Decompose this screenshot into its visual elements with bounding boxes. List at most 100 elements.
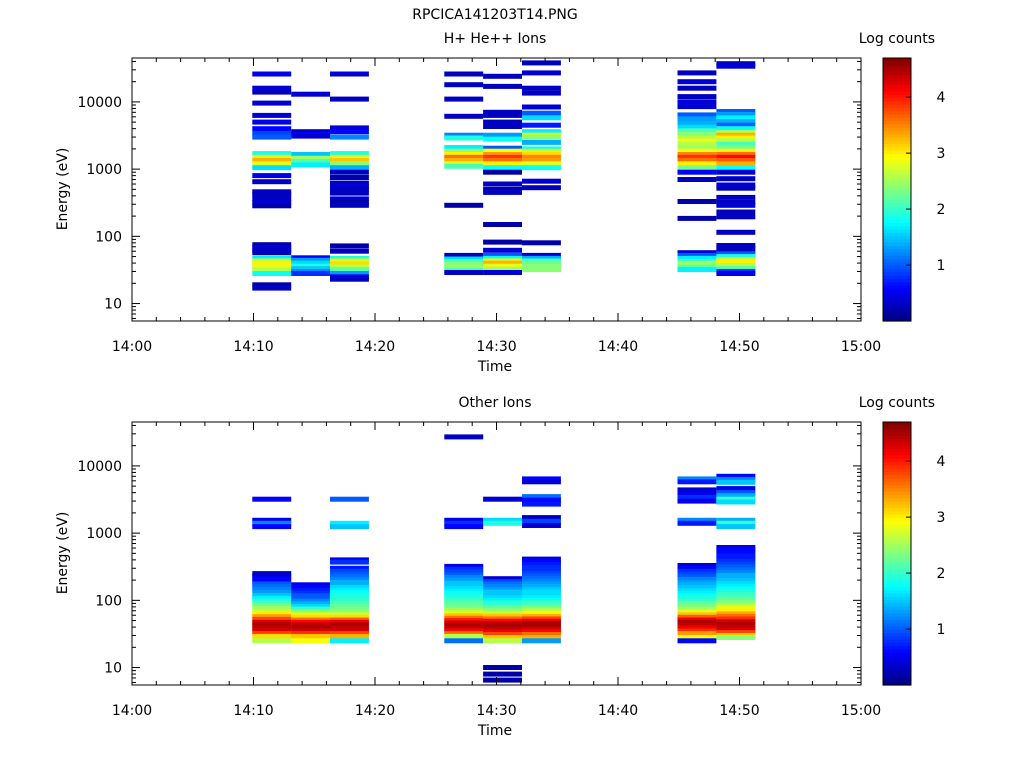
data-cell — [483, 613, 522, 619]
colorbar-swatch — [883, 599, 911, 604]
colorbar-swatch — [883, 494, 911, 499]
data-cell — [522, 556, 561, 562]
data-cell — [677, 199, 717, 204]
colorbar-swatch — [883, 107, 911, 112]
data-cell — [716, 493, 756, 499]
colorbar-swatch — [883, 625, 911, 630]
data-cell — [716, 564, 756, 570]
data-cell — [716, 567, 756, 573]
colorbar-swatch — [883, 242, 911, 246]
data-cell — [252, 631, 292, 637]
colorbar-swatch — [883, 94, 911, 99]
data-cell — [677, 264, 717, 270]
data-cell — [252, 157, 292, 163]
data-cell — [444, 563, 484, 569]
colorbar-swatch — [883, 117, 911, 122]
data-cell — [291, 260, 331, 266]
colorbar-swatch — [883, 77, 911, 82]
panel-other-ions: Other Ions Log counts Time Energy (eV) 1… — [55, 395, 946, 739]
data-cell — [677, 250, 717, 256]
data-cell — [444, 252, 484, 258]
data-cell — [483, 112, 522, 118]
data-cell — [252, 85, 292, 91]
colorbar-swatch — [883, 560, 911, 564]
data-cell — [330, 601, 369, 607]
data-cell — [252, 584, 292, 590]
colorbar-swatch — [883, 504, 911, 509]
data-cell — [716, 486, 756, 492]
data-cell — [716, 112, 756, 117]
colorbar-swatch — [883, 645, 911, 650]
data-cell — [483, 263, 522, 269]
data-cell — [483, 605, 522, 611]
colorbar-swatch — [883, 281, 911, 286]
data-cell — [291, 593, 331, 599]
x-tick-label: 14:10 — [233, 339, 273, 355]
data-cell — [444, 569, 484, 575]
data-cell — [252, 112, 292, 118]
colorbar-swatch — [883, 458, 911, 463]
data-cell — [330, 183, 369, 189]
colorbar-swatch — [883, 520, 911, 525]
data-cell — [677, 628, 717, 634]
data-cell — [522, 90, 561, 96]
data-cell — [252, 590, 292, 596]
data-cell — [716, 135, 756, 141]
data-cell — [677, 588, 717, 593]
data-cell — [716, 126, 756, 132]
colorbar-swatch — [883, 205, 911, 210]
data-cell — [677, 593, 717, 599]
colorbar-swatch — [883, 671, 911, 676]
colorbar: 1 2 3 4 — [882, 421, 946, 686]
data-cell — [522, 501, 561, 507]
data-cell — [716, 597, 756, 603]
plot-area: 14:00 14:10 14:20 14:30 14:40 14:50 15:00 10 100… — [77, 421, 881, 719]
data-cell — [716, 194, 756, 200]
colorbar-swatch — [883, 451, 911, 456]
data-cell — [677, 622, 717, 628]
data-cell — [252, 614, 292, 620]
data-cell — [716, 547, 756, 553]
data-cell — [483, 671, 522, 677]
data-cell — [716, 476, 756, 482]
data-cell — [716, 594, 756, 600]
data-cell — [330, 202, 369, 208]
data-cell — [522, 589, 561, 595]
colorbar-swatch — [883, 435, 911, 440]
data-cell — [252, 576, 292, 582]
data-cell — [483, 635, 522, 640]
data-cell — [522, 565, 561, 571]
data-cell — [252, 271, 292, 276]
y-tick-label: 100 — [95, 229, 122, 245]
data-cell — [522, 573, 561, 579]
colorbar-swatch — [883, 477, 911, 482]
colorbar-swatch — [883, 491, 911, 495]
colorbar-swatch — [883, 622, 911, 627]
colorbar-swatch — [883, 284, 911, 289]
data-cell — [522, 562, 561, 568]
data-cell — [330, 574, 369, 580]
data-cell — [677, 565, 717, 571]
colorbar-swatch — [883, 606, 911, 610]
data-cell — [716, 63, 756, 69]
data-cell — [291, 588, 331, 593]
data-cell — [291, 614, 331, 620]
data-cell — [716, 157, 756, 163]
data-cell — [483, 496, 522, 502]
data-cell — [330, 196, 369, 202]
data-cell — [522, 264, 561, 270]
data-cell — [330, 576, 369, 582]
data-cell — [483, 638, 522, 644]
colorbar-swatch — [883, 222, 911, 227]
data-cell — [716, 555, 756, 561]
colorbar-swatch — [883, 500, 911, 505]
data-cell — [716, 583, 756, 589]
data-cell — [330, 243, 369, 249]
data-cell — [677, 520, 717, 526]
data-cell — [330, 271, 369, 276]
x-tick-label: 15:00 — [841, 703, 881, 719]
data-cell — [291, 582, 331, 588]
colorbar-tick-label: 3 — [937, 510, 946, 526]
colorbar-swatch — [883, 71, 911, 76]
data-cell — [483, 621, 522, 627]
